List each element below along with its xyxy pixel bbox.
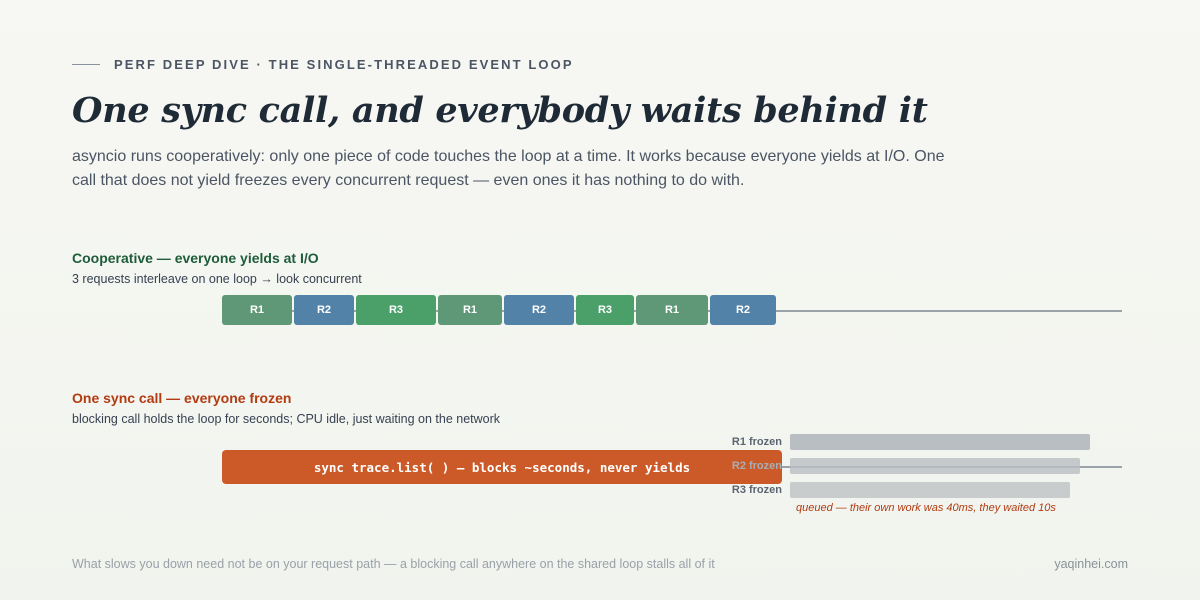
segment-label: R2 [531,304,547,316]
cooperative-note: 3 requests interleave on one loop → look… [72,272,362,286]
loop-segment-r2: R2 [710,295,776,325]
eyebrow-label: PERF DEEP DIVE · THE SINGLE-THREADED EVE… [114,57,574,72]
loop-segment-r3: R3 [576,295,634,325]
loop-segment-r1: R1 [438,295,502,325]
page-title: One sync call, and everybody waits behin… [72,90,928,131]
segment-label: R1 [664,304,680,316]
footer-caption: What slows you down need not be on your … [72,557,715,571]
blocking-title: One sync call — everyone frozen [72,390,292,406]
frozen-bar-r1 [790,434,1090,450]
segment-label: R3 [597,304,613,316]
segment-label: R3 [388,304,404,316]
segment-label: R1 [249,304,265,316]
queued-note: queued — their own work was 40ms, they w… [796,502,1056,514]
loop-segment-r1: R1 [222,295,292,325]
loop-segment-r2: R2 [504,295,574,325]
frozen-label-r3: R3 frozen [731,484,782,496]
eyebrow-rule [72,64,100,65]
loop-segment-r1: R1 [636,295,708,325]
loop-segment-r3: R3 [356,295,436,325]
frozen-label-r2: R2 frozen [731,460,782,472]
frozen-label-r1: R1 frozen [731,436,782,448]
loop-segment-r2: R2 [294,295,354,325]
frozen-bar-r2 [790,458,1080,474]
frozen-bar-r3 [790,482,1070,498]
segment-label: R2 [735,304,751,316]
site-link[interactable]: yaqinhei.com [1054,557,1128,571]
cooperative-title: Cooperative — everyone yields at I/O [72,250,319,266]
page-subtitle: asyncio runs cooperatively: only one pie… [72,148,945,189]
blocking-note: blocking call holds the loop for seconds… [72,412,501,426]
segment-label: R2 [316,304,332,316]
sync-call-bar: sync trace.list( ) — blocks ~seconds, ne… [222,450,782,484]
segment-label: R1 [462,304,478,316]
